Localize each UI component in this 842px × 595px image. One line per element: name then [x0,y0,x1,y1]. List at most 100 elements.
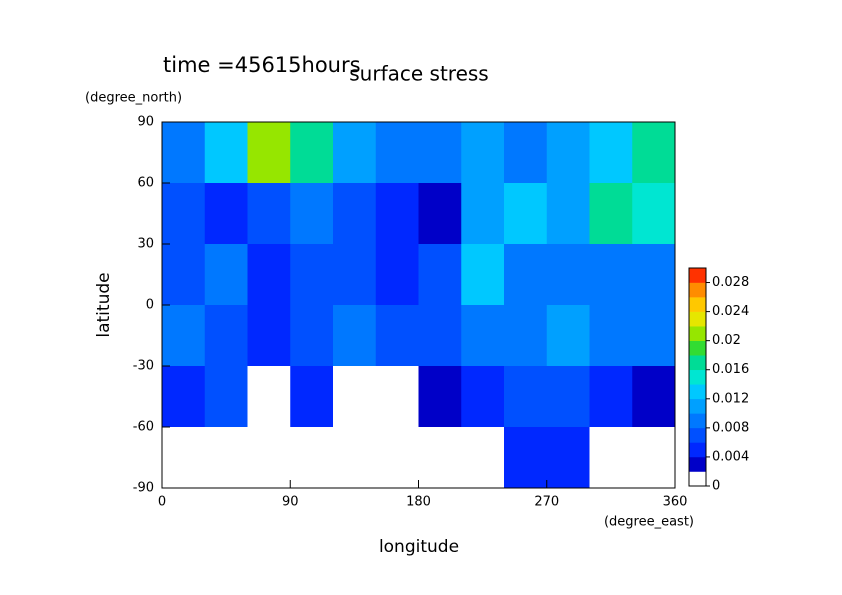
chart-title: surface stress [349,62,488,86]
x-tick-label: 90 [282,495,299,510]
colorbar-band [689,355,706,371]
contour-cell [162,305,206,367]
x-tick-label: 0 [158,495,166,510]
contour-cell [204,427,248,489]
contour-cell [333,366,377,428]
y-axis-label: latitude [94,272,114,337]
contour-cell [247,122,291,184]
contour-cell [375,183,419,245]
contour-cell [461,183,505,245]
contour-cell [589,305,633,367]
contour-cell [589,427,633,489]
colorbar-tick-label: 0.02 [712,333,741,348]
contour-cell [247,366,291,428]
colorbar-band [689,340,706,356]
contour-cell [632,366,676,428]
colorbar-band [689,442,706,458]
colorbar-tick-label: 0 [712,479,720,494]
contour-cell [589,183,633,245]
contour-cell [632,427,676,489]
contour-cell [632,183,676,245]
colorbar-tick-label: 0.024 [712,304,749,319]
contour-cell [504,122,548,184]
contour-cell [546,427,590,489]
contour-cell [162,122,206,184]
colorbar-band [689,384,706,400]
contour-cell [418,183,462,245]
contour-cell [204,183,248,245]
contour-cell [375,122,419,184]
y-tick-label: 90 [137,115,154,130]
contour-cell [546,366,590,428]
y-unit: (degree_north) [85,91,182,106]
contour-cell [546,244,590,306]
contour-cell [247,305,291,367]
colorbar-frame [688,267,707,487]
y-tick-label: 60 [137,176,154,191]
contour-cell [290,122,334,184]
contour-cell [162,427,206,489]
x-tick-label: 180 [406,495,431,510]
contour-cell [333,244,377,306]
x-tick-label: 360 [663,495,688,510]
contour-cell [504,183,548,245]
contour-cell [461,427,505,489]
colorbar-tick-label: 0.004 [712,449,749,464]
colorbar-tick-label: 0.016 [712,362,749,377]
contour-cell [589,366,633,428]
contour-cell [290,366,334,428]
contour-cell [589,244,633,306]
colorbar-band [689,311,706,327]
colorbar-band [689,398,706,414]
y-tick-label: 0 [146,298,154,313]
contour-cell [504,427,548,489]
colorbar-band [689,413,706,429]
x-unit: (degree_east) [604,515,694,530]
contour-cell [375,427,419,489]
contour-cell [461,122,505,184]
contour-cell [247,183,291,245]
contour-cell [632,122,676,184]
contour-cell [418,366,462,428]
contour-cell [290,427,334,489]
colorbar-tick-label: 0.012 [712,391,749,406]
contour-cell [162,244,206,306]
colorbar-band [689,297,706,312]
contour-cell [461,305,505,367]
contour-cell [333,305,377,367]
contour-cell [204,366,248,428]
annotation: time =45615hours [163,53,361,77]
colorbar-tick-label: 0.008 [712,420,749,435]
colorbar-tick-label: 0.028 [712,275,749,290]
contour-cell [546,122,590,184]
contour-cell [461,244,505,306]
colorbar-band [689,456,706,472]
y-tick-label: -90 [133,481,154,496]
contour-cell [375,305,419,367]
contour-cell [333,122,377,184]
contour-cell [632,305,676,367]
contour-cell [632,244,676,306]
contour-cell [204,122,248,184]
y-tick-label: -60 [133,420,154,435]
contour-cell [247,427,291,489]
contour-cell [418,305,462,367]
contour-cell [375,244,419,306]
contour-cell [204,244,248,306]
contour-cell [333,183,377,245]
contour-cell [589,122,633,184]
x-tick-label: 270 [534,495,559,510]
colorbar-band [689,326,706,341]
contour-cell [546,183,590,245]
contour-cell [247,244,291,306]
contour-cell [204,305,248,367]
contour-cell [504,305,548,367]
contour-cell [418,427,462,489]
x-axis-label: longitude [379,537,459,557]
contour-cell [162,183,206,245]
contour-cell [504,366,548,428]
contour-cell [290,244,334,306]
contour-cell [418,244,462,306]
contour-cell [504,244,548,306]
